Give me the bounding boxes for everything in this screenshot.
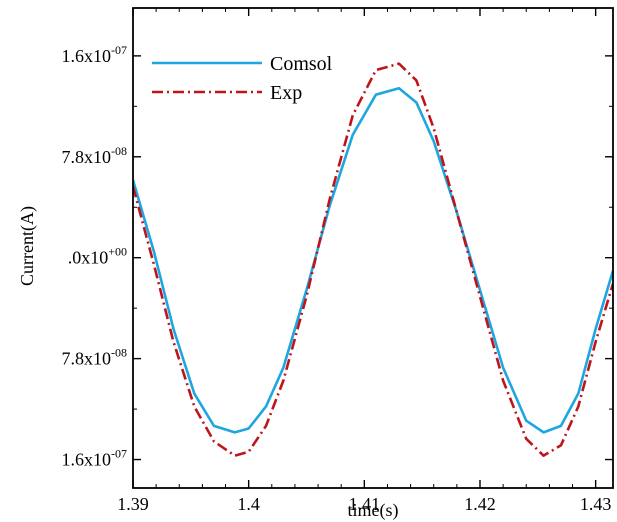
- x-tick-label: 1.43: [580, 494, 612, 514]
- x-tick-label: 1.41: [349, 494, 381, 514]
- series-layer: [133, 62, 613, 457]
- y-tick-label: .0x10+00: [68, 245, 127, 268]
- x-tick-label: 1.4: [237, 494, 260, 514]
- legend-label-comsol: Comsol: [270, 53, 333, 75]
- ticks-layer: 1.39 1.4 1.41 1.42 1.43 1.6x10-07 7.8x10-08 .0x…: [62, 8, 613, 514]
- y-axis-title: Current(A): [17, 206, 38, 286]
- series-line-comsol: [133, 86, 613, 434]
- y-tick-label: 1.6x10-07: [62, 43, 128, 66]
- legend-label-exp: Exp: [270, 82, 302, 104]
- series-line-exp: [133, 62, 613, 457]
- x-tick-label: 1.39: [117, 494, 149, 514]
- y-tick-label: 7.8x10-08: [62, 144, 128, 167]
- legend: Comsol Exp: [152, 53, 333, 104]
- y-tick-label: 7.8x10-08: [62, 346, 128, 369]
- y-tick-label: 1.6x10-07: [62, 447, 128, 470]
- x-tick-label: 1.42: [464, 494, 496, 514]
- plot-frame: [132, 7, 614, 489]
- x-axis-title: time(s): [348, 500, 399, 521]
